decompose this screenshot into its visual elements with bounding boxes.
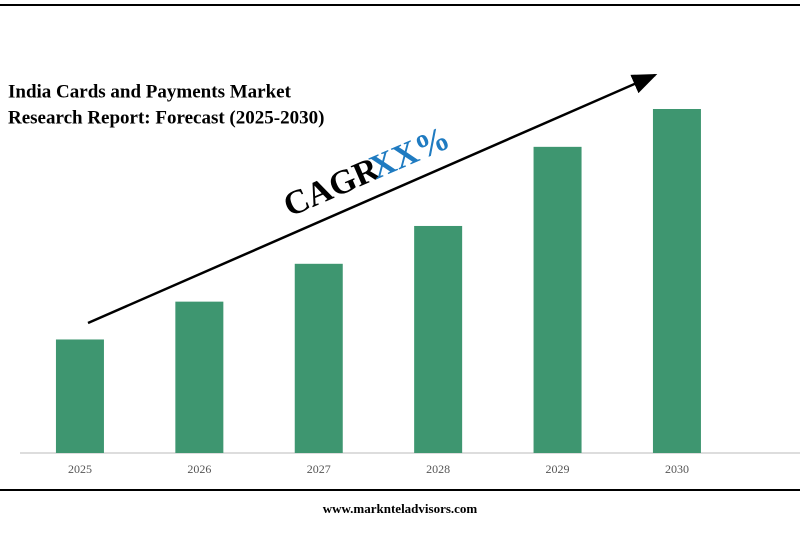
x-tick-label: 2027 (307, 462, 331, 476)
bar (533, 146, 582, 453)
x-tick-label: 2030 (665, 462, 689, 476)
x-tick-label: 2029 (546, 462, 570, 476)
footer: www.marknteladvisors.com (323, 501, 478, 516)
bar (55, 339, 104, 453)
bar (294, 263, 343, 453)
bar (414, 225, 463, 453)
x-tick-label: 2026 (187, 462, 211, 476)
cagr-annotation: CAGR XX% (278, 120, 455, 225)
bar (175, 301, 224, 453)
chart-title: India Cards and Payments Market (8, 81, 292, 102)
x-tick-label: 2025 (68, 462, 92, 476)
chart-title: Research Report: Forecast (2025-2030) (8, 107, 324, 128)
bar (652, 109, 701, 453)
trend-arrow (87, 73, 658, 325)
cagr-value: XX% (364, 120, 455, 187)
x-tick-label: 2028 (426, 462, 450, 476)
